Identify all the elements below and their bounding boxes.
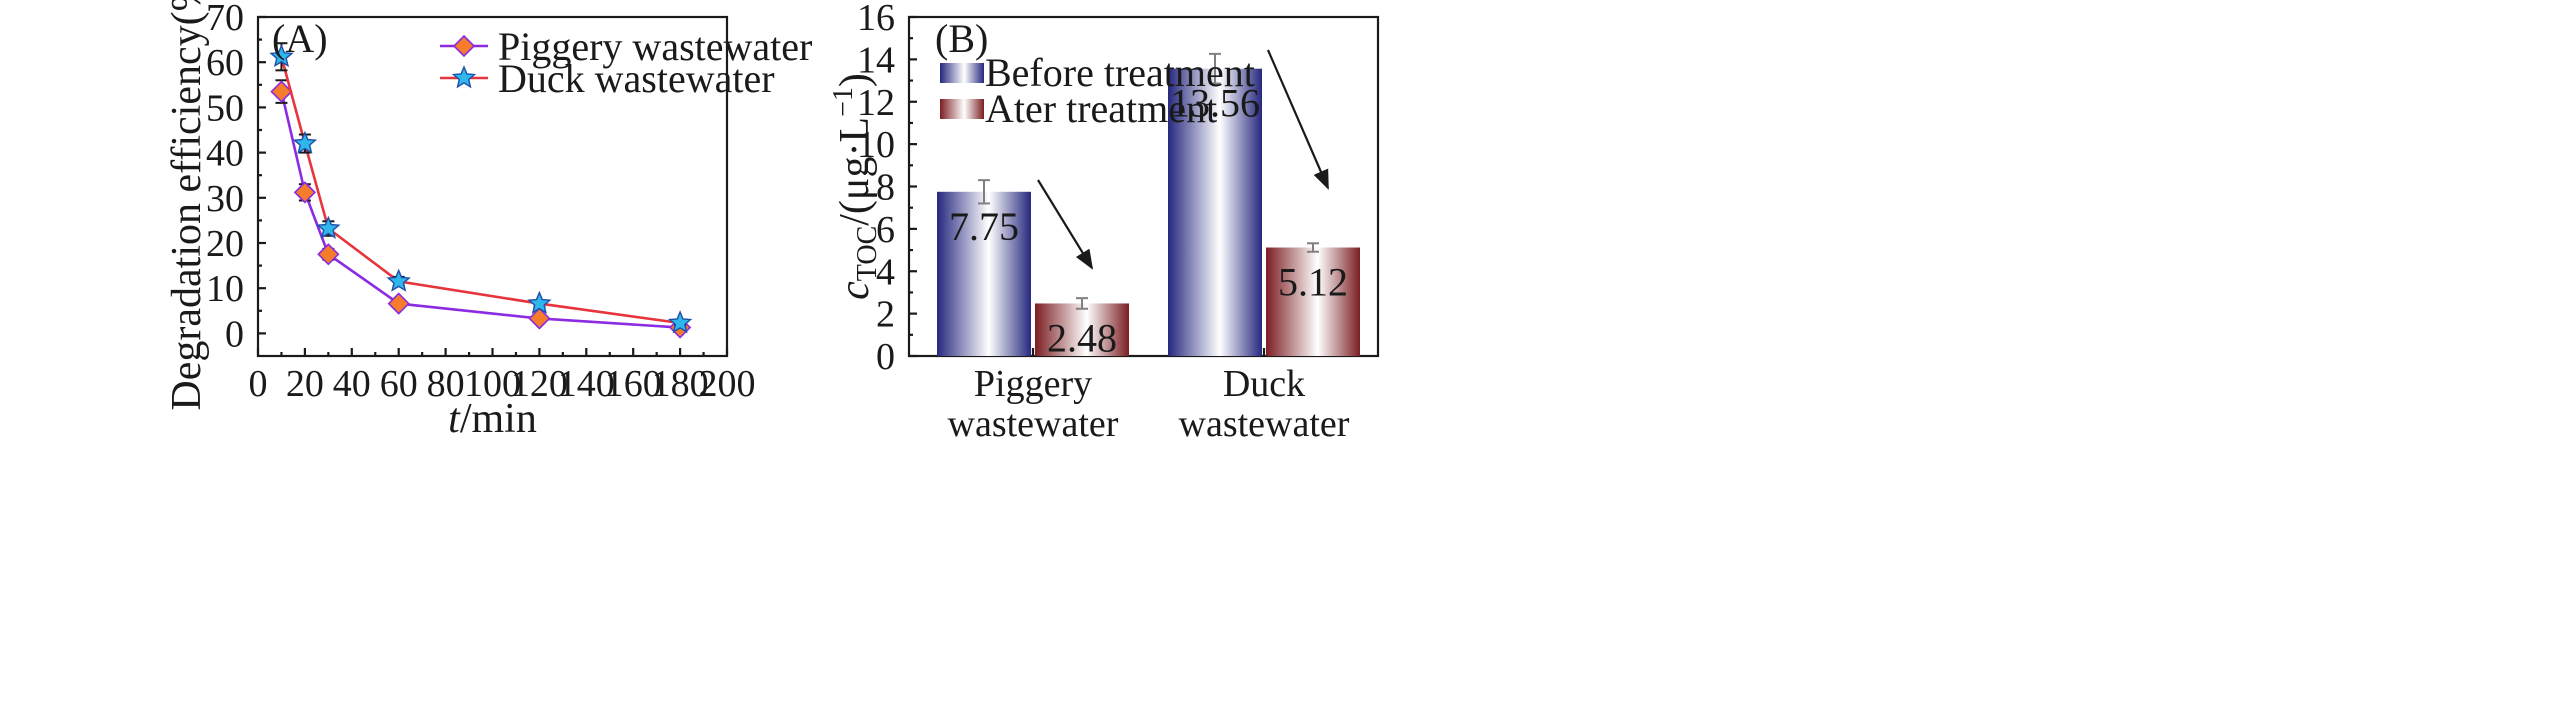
x-tick-label: 80 [427, 363, 465, 405]
y-tick-label: 0 [876, 336, 895, 378]
category-label-duck-line2: wastewater [1179, 403, 1350, 445]
panel-b-y-axis-label: cTOC/(μg·L−1) [828, 73, 883, 300]
y-tick-label: 2 [876, 294, 895, 336]
panel-a: 0 20 40 60 80 1001201401601802000102030405060… [164, 0, 812, 442]
legend-item-duck: Duck wastewater [440, 56, 775, 101]
category-label-piggery-line2: wastewater [948, 403, 1119, 445]
panel-a-legend: Piggery wastewater Duck wastewater [440, 24, 812, 101]
legend-label-piggery: Piggery wastewater [498, 24, 812, 69]
panel-b-category-labels: Piggery wastewater Duck wastewater [948, 363, 1350, 445]
panel-a-ticks: 0 20 40 60 80 1001201401601802000102030405060… [206, 0, 756, 405]
arrow-duck [1266, 49, 1330, 190]
y-label-close: ) [832, 73, 878, 87]
y-tick-label: 4 [876, 251, 895, 293]
panel-a-x-axis-label-unit: /min [460, 396, 537, 442]
panel-b-label: (B) [935, 16, 988, 61]
y-label-unit: /(μg·L [832, 117, 878, 226]
legend-marker-diamond [452, 34, 476, 58]
panel-a-x-axis-label-var: t [448, 396, 461, 442]
x-tick-label: 60 [380, 363, 418, 405]
y-tick-label: 0 [225, 313, 244, 355]
bar-value-label: 7.75 [949, 204, 1019, 249]
bar-after-duck [1266, 247, 1360, 356]
y-label-subscript: TOC [852, 226, 883, 282]
bar-value-label: 2.48 [1047, 315, 1117, 360]
y-tick-label: 70 [206, 0, 244, 39]
y-tick-label: 10 [206, 268, 244, 310]
y-tick-label: 20 [206, 223, 244, 265]
category-label-duck-line1: Duck [1223, 363, 1305, 405]
y-tick-label: 40 [206, 133, 244, 175]
bar-value-label: 5.12 [1278, 260, 1348, 305]
legend-label-duck: Duck wastewater [498, 56, 775, 101]
data-point-star [269, 43, 294, 68]
y-tick-label: 16 [857, 0, 895, 39]
bar-value-label: 13.56 [1170, 81, 1260, 126]
arrow-piggery [1037, 179, 1094, 270]
data-point-star [316, 215, 341, 239]
bar-before-piggery [937, 191, 1031, 356]
series-duck [269, 42, 693, 334]
legend-label-before: Before treatment [985, 50, 1255, 95]
legend-swatch-before [940, 63, 984, 83]
category-label-piggery-line1: Piggery [974, 363, 1092, 405]
series-piggery [270, 79, 692, 339]
y-tick-label: 12 [857, 82, 895, 124]
data-point-diamond [387, 292, 410, 315]
y-label-superscript: −1 [828, 87, 859, 117]
x-tick-label: 120 [511, 363, 568, 405]
y-tick-label: 6 [876, 209, 895, 251]
y-tick-label: 30 [206, 178, 244, 220]
series-line [280, 56, 681, 325]
data-point-star [292, 130, 318, 154]
bar-before-duck [1168, 68, 1262, 356]
data-point-diamond [528, 307, 551, 330]
data-point-diamond [317, 243, 340, 266]
bar-after-piggery [1035, 303, 1129, 356]
panel-b-arrows [1037, 49, 1330, 270]
panel-b-legend: Before treatment Ater treatment [940, 50, 1255, 131]
y-tick-label: 14 [857, 39, 895, 81]
y-tick-label: 60 [206, 42, 244, 84]
x-tick-label: 0 [249, 363, 268, 405]
data-point-star [386, 268, 411, 292]
x-tick-label: 140 [558, 363, 615, 405]
x-tick-label: 200 [699, 363, 756, 405]
x-tick-label: 100 [464, 363, 521, 405]
data-point-diamond [270, 80, 293, 103]
x-tick-label: 160 [605, 363, 662, 405]
y-tick-label: 50 [206, 87, 244, 129]
x-tick-label: 20 [286, 363, 324, 405]
legend-swatch-after [940, 99, 984, 119]
y-tick-label: 8 [876, 167, 895, 209]
panel-b-bars: 7.75 2.48 13.56 5.12 [937, 52, 1360, 360]
legend-marker-star [451, 65, 477, 89]
data-point-star [667, 310, 693, 334]
panel-a-y-axis-label: Degradation efficiency(%) [164, 0, 210, 411]
data-point-star [527, 290, 552, 314]
x-tick-label: 40 [333, 363, 371, 405]
panel-a-series [269, 42, 693, 339]
y-tick-label: 10 [857, 124, 895, 166]
x-tick-label: 180 [652, 363, 709, 405]
panel-a-x-axis-label: t/min [448, 396, 537, 442]
data-point-diamond [293, 181, 317, 204]
panel-a-label: (A) [272, 16, 328, 61]
legend-item-piggery: Piggery wastewater [440, 24, 812, 69]
series-line [280, 91, 681, 329]
legend-label-after: Ater treatment [985, 86, 1217, 131]
y-label-symbol: c [832, 281, 878, 300]
